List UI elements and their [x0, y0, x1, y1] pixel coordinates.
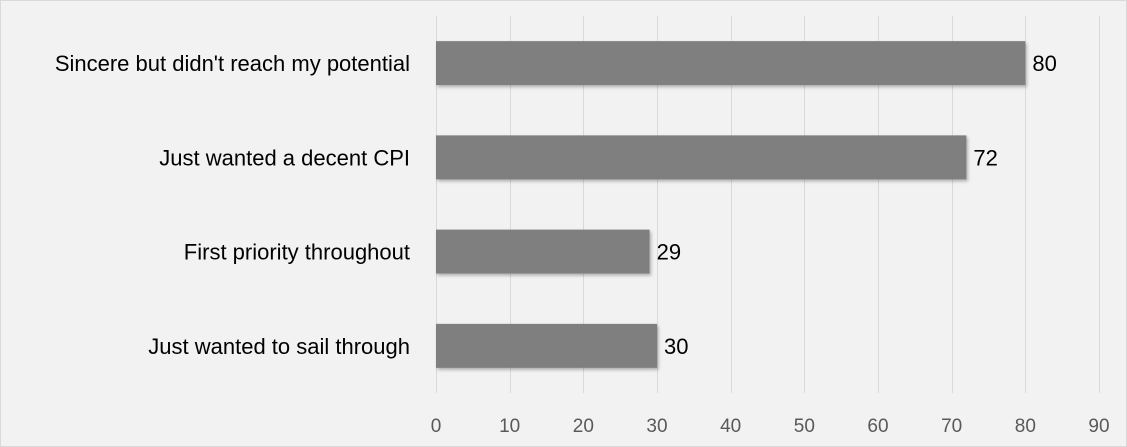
x-tick-label: 50 — [794, 416, 815, 437]
x-tick-label: 0 — [431, 416, 442, 437]
data-label: 80 — [1032, 51, 1056, 76]
bar — [436, 323, 657, 368]
x-tick-label: 90 — [1088, 416, 1109, 437]
category-label: Just wanted a decent CPI — [159, 145, 410, 170]
data-label: 29 — [657, 240, 681, 265]
x-tick-label: 80 — [1015, 416, 1036, 437]
bars — [436, 41, 1026, 368]
data-label: 30 — [664, 334, 688, 359]
x-tick-label: 70 — [941, 416, 962, 437]
category-label: Sincere but didn't reach my potential — [55, 51, 410, 76]
category-label: First priority throughout — [184, 240, 410, 265]
bar — [436, 41, 1026, 86]
x-tick-label: 20 — [573, 416, 594, 437]
x-tick-label: 10 — [499, 416, 520, 437]
x-tick-label: 40 — [720, 416, 741, 437]
data-label: 72 — [973, 145, 997, 170]
x-tick-label: 30 — [646, 416, 667, 437]
x-axis-tick-labels: 0 10 20 30 40 50 60 70 80 90 — [431, 416, 1110, 437]
data-labels: 80 72 29 30 — [657, 51, 1057, 359]
bar — [436, 229, 650, 274]
x-tick-label: 60 — [867, 416, 888, 437]
category-labels: Sincere but didn't reach my potential Jus… — [55, 51, 410, 359]
category-label: Just wanted to sail through — [148, 334, 410, 359]
bar — [436, 135, 967, 180]
